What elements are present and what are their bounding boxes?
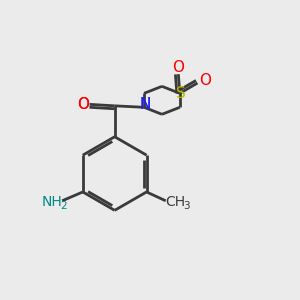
- Text: O: O: [77, 97, 89, 112]
- Text: O: O: [199, 73, 211, 88]
- Text: S: S: [176, 86, 186, 101]
- Text: O: O: [77, 97, 89, 112]
- Text: CH: CH: [165, 195, 185, 209]
- Text: O: O: [172, 60, 184, 75]
- Text: N: N: [140, 98, 151, 112]
- Text: 2: 2: [60, 201, 66, 211]
- Text: 3: 3: [183, 201, 190, 211]
- Text: NH: NH: [41, 195, 62, 209]
- Text: N: N: [140, 98, 151, 112]
